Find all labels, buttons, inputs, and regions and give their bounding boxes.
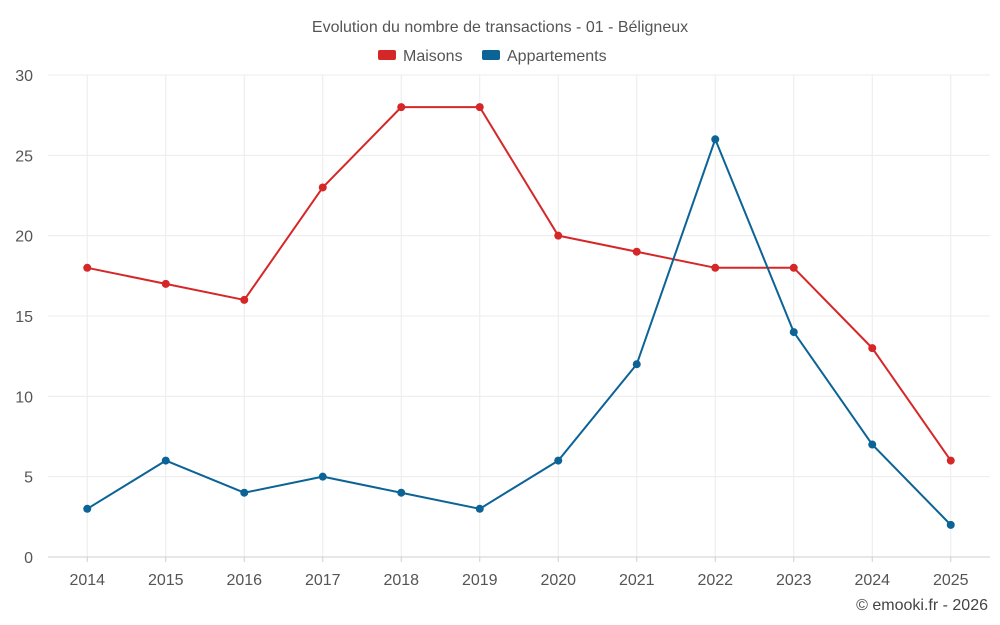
y-tick-label: 30 (15, 68, 33, 85)
series-line-maisons (87, 106, 952, 462)
y-tick-label: 15 (15, 309, 33, 326)
y-tick-label: 10 (15, 389, 33, 406)
data-point-appartements-2014[interactable] (83, 504, 92, 513)
data-point-maisons-2019[interactable] (475, 103, 484, 112)
y-tick-label: 20 (15, 229, 33, 246)
legend: Maisons Appartements (378, 48, 607, 65)
x-tick-label: 2015 (148, 572, 184, 589)
x-tick-label: 2016 (226, 572, 262, 589)
series-line-appartements (86, 138, 952, 526)
x-tick-label: 2024 (854, 572, 890, 589)
data-point-maisons-2023[interactable] (789, 263, 798, 272)
data-point-maisons-2016[interactable] (240, 295, 249, 304)
y-tick-label: 25 (15, 148, 33, 165)
data-point-appartements-2017[interactable] (318, 472, 327, 481)
y-tick-label: 0 (24, 550, 33, 567)
data-point-maisons-2024[interactable] (868, 344, 877, 353)
legend-label-maisons: Maisons (403, 48, 463, 65)
data-point-appartements-2018[interactable] (397, 488, 406, 497)
data-point-maisons-2020[interactable] (554, 231, 563, 240)
data-point-maisons-2017[interactable] (318, 183, 327, 192)
data-point-maisons-2025[interactable] (946, 456, 955, 465)
x-tick-label: 2014 (69, 572, 105, 589)
data-point-appartements-2016[interactable] (240, 488, 249, 497)
legend-swatch-maisons (378, 50, 396, 60)
data-point-appartements-2015[interactable] (161, 456, 170, 465)
x-tick-label: 2017 (305, 572, 341, 589)
x-tick-label: 2021 (619, 572, 655, 589)
x-tick-label: 2023 (776, 572, 812, 589)
x-tick-label: 2019 (462, 572, 498, 589)
series (83, 103, 955, 529)
x-tick-label: 2022 (697, 572, 733, 589)
data-point-appartements-2020[interactable] (554, 456, 563, 465)
credit-text: © emooki.fr - 2026 (856, 597, 988, 614)
grid (48, 74, 990, 557)
data-point-appartements-2023[interactable] (789, 328, 798, 337)
data-point-appartements-2021[interactable] (632, 360, 641, 369)
data-point-appartements-2022[interactable] (711, 135, 720, 144)
data-point-appartements-2024[interactable] (868, 440, 877, 449)
data-point-appartements-2019[interactable] (475, 504, 484, 513)
legend-label-appartements: Appartements (507, 48, 607, 65)
data-point-appartements-2025[interactable] (946, 520, 955, 529)
x-tick-label: 2018 (383, 572, 419, 589)
data-point-maisons-2015[interactable] (161, 279, 170, 288)
data-point-maisons-2021[interactable] (632, 247, 641, 256)
y-tick-label: 5 (24, 470, 33, 487)
data-point-maisons-2018[interactable] (397, 103, 406, 112)
chart-title: Evolution du nombre de transactions - 01… (312, 19, 688, 36)
x-tick-label: 2020 (540, 572, 576, 589)
legend-swatch-appartements (482, 50, 500, 60)
data-point-maisons-2014[interactable] (83, 263, 92, 272)
data-point-maisons-2022[interactable] (711, 263, 720, 272)
x-tick-label: 2025 (933, 572, 969, 589)
